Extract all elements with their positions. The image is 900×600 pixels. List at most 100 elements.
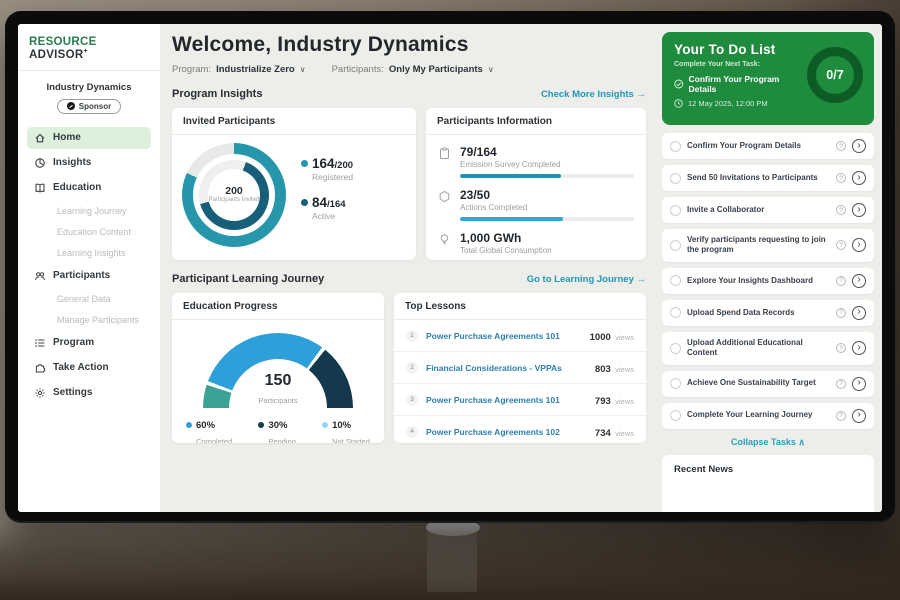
insights-icon: [35, 158, 45, 168]
todo-due-date: 12 May 2025, 12:00 PM: [674, 99, 862, 108]
task-confirm-program-details[interactable]: Confirm Your Program Details ? ›: [662, 133, 874, 159]
help-icon[interactable]: ?: [836, 205, 846, 215]
page-title: Welcome, Industry Dynamics: [172, 33, 469, 56]
arrow-right-icon: →: [636, 88, 647, 100]
sidebar-item-participants[interactable]: Participants: [27, 265, 151, 287]
lesson-rank: 3: [406, 393, 418, 406]
lesson-link[interactable]: Financial Considerations - VPPAs: [426, 362, 562, 373]
lesson-link[interactable]: Power Purchase Agreements 102: [426, 426, 560, 437]
hexagon-icon: [438, 188, 451, 221]
chevron-up-icon: ∧: [798, 436, 805, 447]
lesson-rank: 1: [406, 329, 418, 342]
clock-icon: [674, 99, 683, 108]
program-icon: [35, 339, 45, 347]
help-icon[interactable]: ?: [836, 141, 846, 151]
task-checkbox[interactable]: [670, 275, 681, 287]
help-icon[interactable]: ?: [836, 275, 846, 286]
metric-actions-completed: 23/50 Actions Completed: [426, 188, 646, 221]
task-checkbox[interactable]: [670, 239, 681, 251]
emission-survey-progressbar: [460, 174, 634, 178]
sidebar-item-manage-participants[interactable]: Manage Participants: [57, 315, 140, 326]
help-icon[interactable]: ?: [836, 378, 846, 389]
task-explore-insights[interactable]: Explore Your Insights Dashboard ? ›: [662, 267, 874, 294]
task-send-invitations[interactable]: Send 50 Invitations to Participants ? ›: [662, 165, 874, 191]
top-lessons-card: Top Lessons 1 Power Purchase Agreements …: [394, 293, 646, 443]
sidebar-item-education-content[interactable]: Education Content: [57, 227, 132, 238]
todo-next-task[interactable]: Confirm Your Program Details: [674, 74, 804, 94]
lesson-rank: 4: [406, 425, 418, 438]
chevron-right-icon[interactable]: ›: [852, 376, 866, 391]
task-upload-educational-content[interactable]: Upload Additional Educational Content ? …: [662, 331, 874, 365]
chevron-right-icon[interactable]: ›: [852, 171, 866, 185]
sponsor-badge[interactable]: Sponsor: [56, 98, 122, 114]
chevron-right-icon[interactable]: ›: [852, 305, 866, 320]
sidebar-item-general-data[interactable]: General Data: [57, 294, 111, 305]
sidebar-item-insights[interactable]: Insights: [27, 152, 151, 174]
go-to-learning-journey-link[interactable]: Go to Learning Journey →: [526, 273, 646, 285]
check-more-insights-link[interactable]: Check More Insights →: [540, 88, 647, 100]
sidebar-item-settings[interactable]: Settings: [27, 382, 151, 404]
task-checkbox[interactable]: [670, 172, 681, 184]
education-progress-card: Education Progress 150 Participants 60% C…: [172, 293, 384, 443]
main-content: Welcome, Industry Dynamics Program: Indu…: [160, 24, 656, 512]
chevron-right-icon[interactable]: ›: [852, 408, 866, 423]
task-checkbox[interactable]: [670, 378, 681, 390]
app-window: RESOURCE ADVISOR+ Industry Dynamics Spon…: [18, 24, 882, 512]
task-verify-participants[interactable]: Verify participants requesting to join t…: [662, 229, 874, 262]
sidebar-item-take-action[interactable]: Take Action: [27, 357, 151, 379]
divider: [18, 69, 160, 71]
section-title: Participant Learning Journey: [172, 273, 325, 285]
task-invite-collaborator[interactable]: Invite a Collaborator ? ›: [662, 197, 874, 223]
sponsor-icon: [66, 102, 75, 111]
lesson-link[interactable]: Power Purchase Agreements 101: [426, 394, 560, 405]
chevron-right-icon[interactable]: ›: [852, 203, 866, 217]
participants-icon: [35, 272, 45, 280]
collapse-tasks-link[interactable]: Collapse Tasks ∧: [731, 436, 805, 447]
task-achieve-sustainability-target[interactable]: Achieve One Sustainability Target ? ›: [662, 370, 874, 397]
check-circle-icon: [674, 79, 684, 89]
sidebar-item-education[interactable]: Education: [27, 177, 151, 199]
sidebar-item-learning-journey[interactable]: Learning Journey: [57, 206, 127, 217]
sidebar-item-program[interactable]: Program: [27, 332, 151, 354]
help-icon[interactable]: ?: [836, 307, 846, 318]
chevron-right-icon[interactable]: ›: [852, 139, 866, 153]
task-upload-spend-data[interactable]: Upload Spend Data Records ? ›: [662, 299, 874, 326]
help-icon[interactable]: ?: [836, 410, 846, 421]
lesson-link[interactable]: Power Purchase Agreements 101: [426, 330, 560, 341]
legend-dot-teal: [301, 160, 308, 167]
task-checkbox[interactable]: [670, 204, 681, 216]
help-icon[interactable]: ?: [836, 240, 846, 251]
task-complete-learning-journey[interactable]: Complete Your Learning Journey ? ›: [662, 402, 874, 429]
task-checkbox[interactable]: [670, 410, 681, 422]
learning-cards-row: Education Progress 150 Participants 60% C…: [172, 293, 646, 443]
logo-secondary: ADVISOR+: [29, 48, 88, 61]
sidebar-item-learning-insights[interactable]: Learning Insights: [57, 248, 126, 259]
task-checkbox[interactable]: [670, 140, 681, 152]
help-icon[interactable]: ?: [836, 343, 846, 354]
monitor-stand-top: [426, 519, 480, 536]
sidebar-item-home[interactable]: Home: [27, 126, 151, 149]
app-logo: RESOURCE ADVISOR+: [27, 36, 151, 61]
invited-participants-card: Invited Participants 200 Participants In…: [172, 108, 416, 260]
help-icon[interactable]: ?: [836, 173, 846, 183]
todo-progress-ring: 0/7: [807, 47, 863, 103]
chevron-right-icon[interactable]: ›: [852, 238, 866, 253]
card-title: Invited Participants: [172, 108, 416, 135]
legend-dot-lightblue: [322, 422, 329, 428]
participants-filter[interactable]: Participants: Only My Participants ∨: [332, 64, 494, 75]
card-title: Education Progress: [172, 293, 384, 320]
insights-cards-row: Invited Participants 200 Participants In…: [172, 108, 646, 260]
todo-task-list: Confirm Your Program Details ? › Send 50…: [662, 133, 874, 429]
task-checkbox[interactable]: [670, 342, 681, 354]
program-filter[interactable]: Program: Industrialize Zero ∨: [172, 64, 306, 75]
sidebar-item-label: Program: [53, 337, 95, 349]
education-icon: [35, 183, 45, 193]
chevron-right-icon[interactable]: ›: [852, 273, 866, 288]
lesson-row: 3 Power Purchase Agreements 101 793 view…: [394, 384, 646, 416]
task-checkbox[interactable]: [670, 307, 681, 319]
lesson-row: 4 Power Purchase Agreements 102 734 view…: [394, 416, 646, 443]
metric-emission-survey: 79/164 Emission Survey Completed: [426, 145, 646, 178]
chevron-down-icon: ∨: [487, 65, 494, 74]
sidebar-item-label: Participants: [53, 270, 111, 282]
chevron-right-icon[interactable]: ›: [852, 341, 866, 356]
